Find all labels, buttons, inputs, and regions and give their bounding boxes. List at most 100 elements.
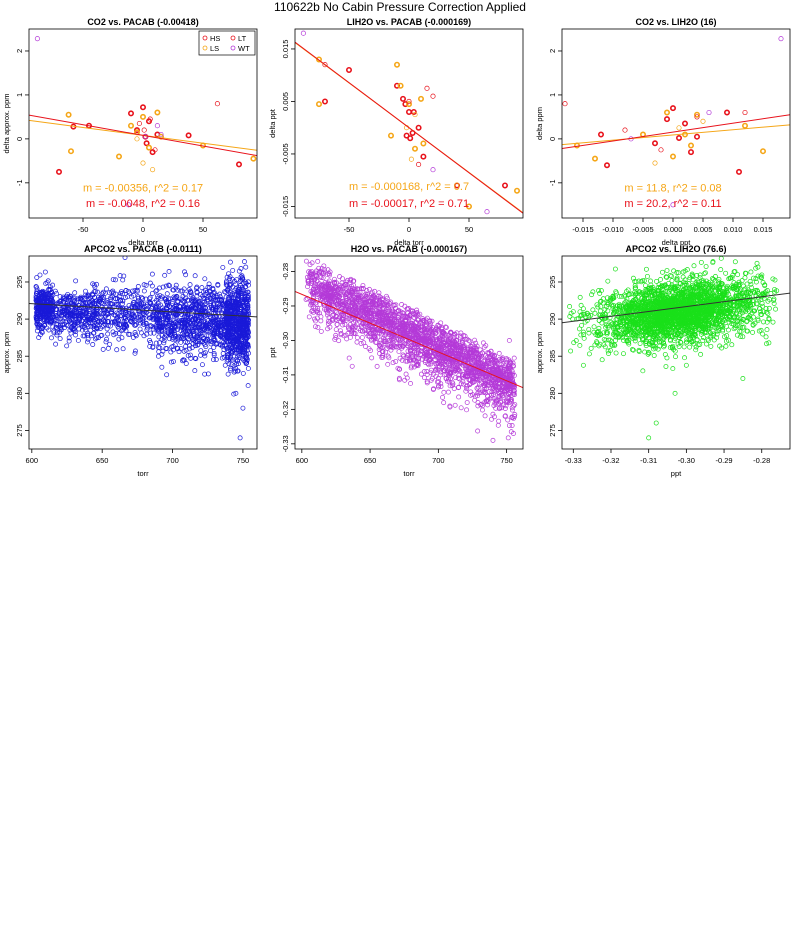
data-point [163,314,169,320]
data-point [61,296,67,302]
data-point [706,109,712,116]
series-lt [136,101,220,153]
data-point [198,352,204,358]
data-point [122,295,128,301]
data-point [235,326,241,332]
x-tick-label: -0.005 [632,225,653,234]
fit-line [562,114,790,150]
data-point [446,376,451,382]
data-point [360,304,366,310]
data-point [228,282,234,288]
data-point [377,327,383,333]
data-point [192,304,197,310]
data-point [440,339,446,345]
data-point [354,335,360,341]
data-point [315,101,322,108]
data-point [447,371,453,377]
data-point [306,314,312,320]
data-point [46,286,52,292]
data-point [132,329,138,335]
data-point [404,375,410,381]
data-point [741,122,748,129]
data-point [407,347,413,353]
series-lt [322,62,436,168]
data-point [167,283,172,289]
data-point [228,334,234,340]
data-point [33,302,39,308]
data-point [622,127,628,133]
data-point [224,311,230,317]
data-point [445,389,451,395]
data-point [490,386,496,391]
x-axis-label: torr [403,469,415,478]
data-point [430,387,436,392]
legend-marker-wt [230,45,236,51]
data-point [421,337,427,342]
data-point [171,287,177,293]
data-point [117,293,123,299]
data-point [337,302,343,308]
data-point [439,326,445,332]
data-point [125,294,131,300]
data-point [376,342,382,348]
legend-marker-ls [202,45,208,51]
data-point [424,333,430,339]
data-point [153,288,159,294]
data-point [371,333,377,339]
data-point [224,302,230,308]
data-point [402,377,408,383]
data-point [369,336,375,342]
data-point [126,331,132,337]
data-point [244,326,250,332]
data-point [495,422,501,428]
data-point [34,275,40,280]
data-point [117,297,123,303]
data-point [366,311,372,317]
data-point [110,304,116,310]
data-point [448,370,454,376]
data-point [54,301,60,307]
data-point [407,135,414,142]
y-tick-label: 2 [548,49,557,53]
data-point [38,332,43,337]
data-point [228,246,232,250]
data-point [354,292,360,298]
data-point [149,291,155,296]
data-point [494,388,500,394]
data-point [34,328,40,334]
fit-line [295,41,523,214]
data-point [235,295,241,301]
data-point [79,301,85,307]
data-point [217,333,223,339]
data-point [453,182,460,189]
data-point [218,333,224,339]
data-point [475,428,481,434]
data-point [53,310,59,316]
data-point [506,423,512,428]
data-point [187,282,193,288]
data-point [397,366,402,372]
data-point [201,304,207,310]
data-point [105,331,111,337]
data-point [187,346,192,352]
data-point [420,140,427,147]
legend-marker-lt [230,35,236,41]
data-point [33,295,39,301]
data-point [182,299,188,305]
data-point [181,303,186,309]
data-point [670,202,676,208]
data-point [155,293,160,299]
data-point [229,318,235,323]
data-point [231,298,237,304]
data-point [94,281,99,287]
data-point [497,370,503,376]
data-point [341,309,347,315]
data-point [167,319,173,325]
data-point [687,142,694,149]
data-point [103,286,109,292]
data-point [164,346,170,352]
data-point [113,301,119,307]
plot-frame [28,255,258,450]
data-point [496,380,502,386]
